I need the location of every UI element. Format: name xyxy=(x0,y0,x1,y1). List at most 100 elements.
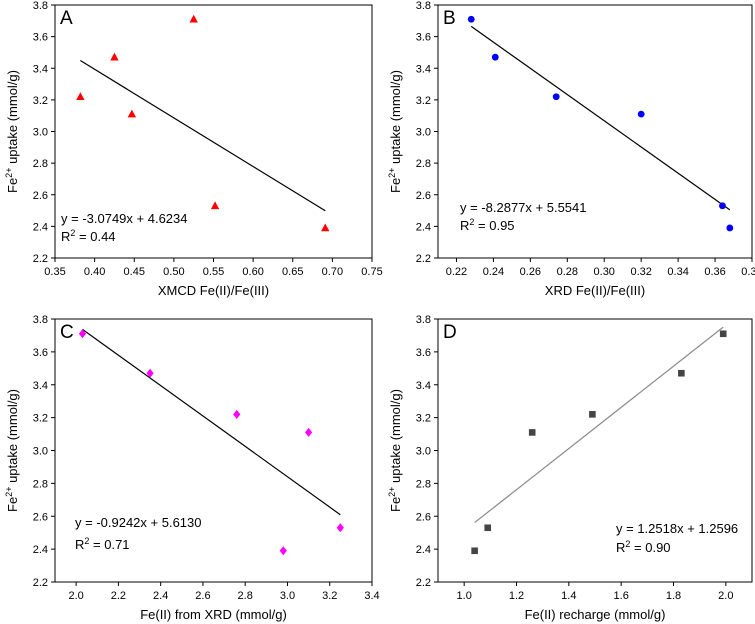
y-tick-label: 3.6 xyxy=(33,32,48,44)
x-tick-label: 0.36 xyxy=(704,266,725,278)
x-tick-label: 0.35 xyxy=(44,266,65,278)
y-tick-label: 3.2 xyxy=(416,95,431,107)
plot-frame-d xyxy=(437,318,753,583)
x-tick-label: 0.65 xyxy=(282,266,303,278)
x-tick-label: 2.2 xyxy=(111,590,126,602)
r-squared: R2 = 0.90 xyxy=(616,539,671,555)
x-tick-label: 0.75 xyxy=(361,266,382,278)
data-point xyxy=(484,524,492,532)
y-tick-label: 2.4 xyxy=(416,544,431,556)
x-tick-label: 0.50 xyxy=(163,266,184,278)
data-point xyxy=(321,223,330,232)
x-tick-label: 3.2 xyxy=(322,590,337,602)
x-tick-label: 0.22 xyxy=(446,266,467,278)
r-squared: R2 = 0.44 xyxy=(61,228,116,244)
y-tick-label: 2.8 xyxy=(416,478,431,490)
x-tick-label: 0.30 xyxy=(594,266,615,278)
y-tick-label: 3.6 xyxy=(416,32,431,44)
panel-letter: C xyxy=(60,322,74,343)
x-tick-label: 2.0 xyxy=(718,590,733,602)
data-point xyxy=(491,53,499,61)
x-tick-label: 1.0 xyxy=(457,590,472,602)
y-tick-label: 2.8 xyxy=(33,158,48,170)
x-tick-label: 3.0 xyxy=(280,590,295,602)
x-tick-label: 1.8 xyxy=(666,590,681,602)
x-tick-label: 0.55 xyxy=(203,266,224,278)
data-point xyxy=(279,546,287,556)
panel-a: 0.35 0.40 0.45 0.50 0.55 0.60 0.65 0.70 0.75 2.2 2… xyxy=(4,0,383,298)
x-tick-label: 2.8 xyxy=(238,590,253,602)
data-point xyxy=(528,429,536,436)
y-tick-label: 2.8 xyxy=(33,478,48,490)
x-tick-label: 2.4 xyxy=(153,590,168,602)
data-point xyxy=(336,523,344,533)
x-tick-label: 2.0 xyxy=(68,590,83,602)
data-point xyxy=(189,14,198,23)
x-axis-title: XMCD Fe(II)/Fe(III) xyxy=(158,283,269,298)
x-tick-label: 0.26 xyxy=(520,266,541,278)
data-point xyxy=(146,368,154,378)
y-tick-label: 2.4 xyxy=(416,221,431,233)
regression-equation: y = -8.2877x + 5.5541 xyxy=(460,200,586,215)
y-tick-label: 3.4 xyxy=(416,380,431,392)
x-tick-label: 1.6 xyxy=(614,590,629,602)
x-axis-title: Fe(II) recharge (mmol/g) xyxy=(525,607,666,622)
y-tick-label: 3.0 xyxy=(416,446,431,458)
y-axis-title: Fe2+ uptake (mmol/g) xyxy=(4,389,20,512)
y-tick-label: 3.4 xyxy=(33,380,48,392)
fit-line xyxy=(470,25,731,211)
fit-line xyxy=(82,328,341,516)
panel-letter: D xyxy=(443,322,457,343)
y-axis-title: Fe2+ uptake (mmol/g) xyxy=(387,389,403,512)
x-tick-label: 0.38 xyxy=(741,266,755,278)
y-tick-label: 3.2 xyxy=(33,413,48,425)
panel-d: 1.0 1.2 1.4 1.6 1.8 2.0 2.2 2.4 2.6 2.8 3.0 3.2 3.4 3… xyxy=(387,314,753,622)
y-tick-label: 3.8 xyxy=(416,314,431,326)
y-tick-label: 3.0 xyxy=(33,127,48,139)
y-axis-title: Fe2+ uptake (mmol/g) xyxy=(4,70,20,193)
x-tick-label: 0.28 xyxy=(557,266,578,278)
y-tick-label: 2.8 xyxy=(416,158,431,170)
data-point xyxy=(467,15,475,23)
panel-letter: B xyxy=(443,8,456,29)
x-tick-label: 0.32 xyxy=(630,266,651,278)
data-point xyxy=(589,411,596,418)
x-tick-label: 2.6 xyxy=(195,590,210,602)
y-tick-label: 3.4 xyxy=(416,63,431,75)
y-axis-title: Fe2+ uptake (mmol/g) xyxy=(387,70,403,193)
y-tick-label: 2.6 xyxy=(416,190,431,202)
r-squared: R2 = 0.95 xyxy=(460,217,515,233)
y-tick-label: 2.6 xyxy=(33,511,48,523)
x-tick-label: 1.4 xyxy=(561,590,576,602)
panel-c: 2.0 2.2 2.4 2.6 2.8 3.0 3.2 3.4 2.2 2.4 2.6 2.8 3.0 3… xyxy=(4,314,380,622)
data-point xyxy=(76,92,85,101)
x-axis-title: XRD Fe(II)/Fe(III) xyxy=(545,283,645,298)
y-tick-label: 2.2 xyxy=(33,253,48,265)
data-point xyxy=(127,109,137,118)
data-point xyxy=(305,427,313,437)
y-tick-label: 2.2 xyxy=(416,253,431,265)
x-tick-label: 0.70 xyxy=(322,266,343,278)
panel-b: 0.22 0.24 0.26 0.28 0.30 0.32 0.34 0.36 0.38 2.2 2… xyxy=(387,0,755,298)
regression-equation: y = 1.2518x + 1.2596 xyxy=(616,521,738,536)
y-tick-label: 3.2 xyxy=(416,413,431,425)
panel-letter: A xyxy=(60,8,73,29)
x-tick-label: 0.40 xyxy=(84,266,105,278)
data-point xyxy=(678,369,685,377)
data-point xyxy=(78,329,87,339)
y-tick-label: 3.4 xyxy=(33,63,48,75)
regression-equation: y = -0.9242x + 5.6130 xyxy=(75,515,201,530)
y-tick-label: 2.4 xyxy=(33,544,48,556)
data-point xyxy=(719,202,726,210)
r-squared: R2 = 0.71 xyxy=(75,536,130,552)
data-point xyxy=(233,409,241,419)
x-tick-label: 0.60 xyxy=(242,266,263,278)
y-tick-label: 3.8 xyxy=(33,0,48,12)
data-point xyxy=(552,93,560,101)
y-tick-label: 2.2 xyxy=(33,577,48,589)
x-tick-label: 0.24 xyxy=(483,266,504,278)
y-tick-label: 3.6 xyxy=(33,347,48,359)
regression-equation: y = -3.0749x + 4.6234 xyxy=(61,211,187,226)
data-point xyxy=(637,110,645,118)
